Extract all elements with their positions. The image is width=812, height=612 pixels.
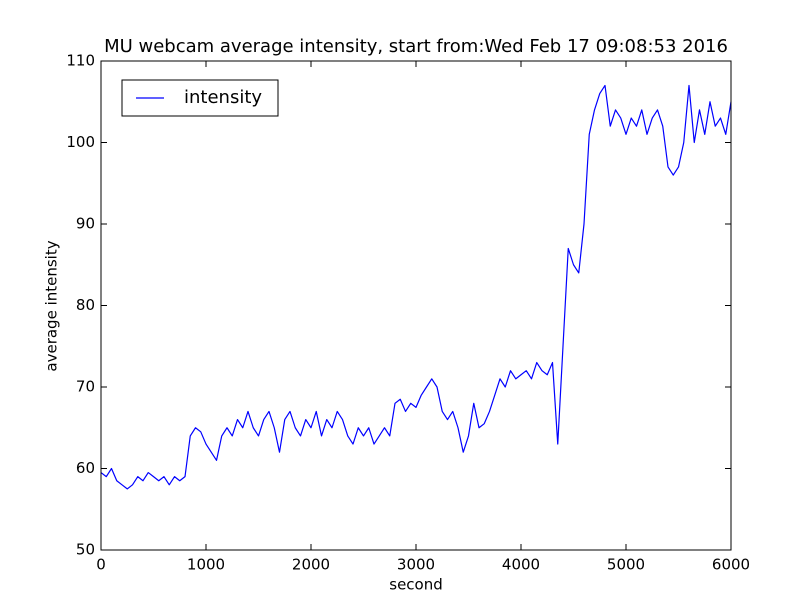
y-tick-label: 50 [76, 541, 95, 559]
chart-title: MU webcam average intensity, start from:… [104, 36, 728, 57]
plot-frame [100, 60, 732, 551]
x-axis-label: second [389, 576, 443, 594]
data-line [100, 84, 732, 490]
x-tick-label: 1000 [187, 556, 225, 574]
x-tick-label: 0 [96, 556, 106, 574]
y-tick-label: 60 [76, 459, 95, 477]
y-axis-label: average intensity [43, 240, 61, 371]
x-tick-label: 6000 [712, 556, 750, 574]
plot-area: 0 1000 2000 3000 4000 5000 6000 50 60 70 80 90 100 11… [66, 52, 750, 574]
x-tick-label: 4000 [502, 556, 540, 574]
legend-label: intensity [184, 87, 262, 108]
y-tick-label: 100 [66, 133, 95, 151]
x-tick-label: 5000 [607, 556, 645, 574]
x-tick-label: 2000 [292, 556, 330, 574]
y-tick-label: 80 [76, 296, 95, 314]
x-tick-label: 3000 [397, 556, 435, 574]
y-tick-label: 110 [66, 52, 95, 70]
y-tick-label: 70 [76, 378, 95, 396]
y-tick-label: 90 [76, 215, 95, 233]
